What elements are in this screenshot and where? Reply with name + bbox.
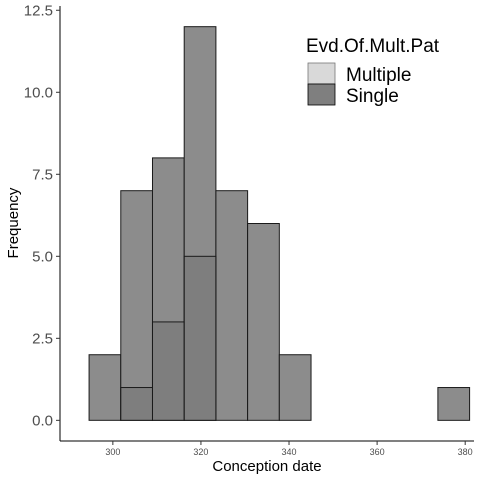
bar-single-2 [151, 321, 185, 421]
bar-multiple-1 [120, 190, 153, 421]
x-tick-label: 380 [458, 447, 473, 457]
bars-multiple-series [88, 26, 471, 421]
legend-title: Evd.Of.Mult.Pat [306, 36, 440, 57]
legend-label-single: Single [346, 86, 399, 107]
bars-single-series [120, 255, 217, 421]
x-tick-label: 320 [193, 447, 208, 457]
x-ticks: 300 320 340 360 380 [105, 441, 473, 457]
y-tick-label: 5.0 [32, 248, 53, 265]
legend-key-multiple [307, 62, 336, 85]
x-tick-label: 360 [370, 447, 385, 457]
y-tick-label: 2.5 [32, 330, 53, 347]
legend-label-multiple: Multiple [346, 65, 411, 86]
bar-single-1 [120, 387, 153, 421]
bar-single-3 [183, 255, 217, 421]
x-axis-title: Conception date [212, 458, 321, 475]
bar-multiple-0 [88, 354, 122, 421]
y-tick-label: 0.0 [32, 412, 53, 429]
y-tick-label: 10.0 [24, 84, 53, 101]
y-ticks: 0.0 2.5 5.0 7.5 10.0 12.5 [24, 2, 60, 429]
y-axis-title: Frequency [5, 187, 22, 258]
axes [59, 6, 474, 442]
y-tick-label: 12.5 [24, 2, 53, 19]
y-tick-label: 7.5 [32, 166, 53, 183]
bar-multiple-6 [278, 354, 312, 421]
bar-multiple-5 [247, 223, 280, 421]
bar-multiple-11 [437, 387, 471, 421]
bar-multiple-4 [215, 190, 249, 421]
legend: Evd.Of.Mult.Pat Multiple Single [306, 36, 440, 107]
x-tick-label: 340 [282, 447, 297, 457]
legend-key-single [307, 83, 336, 106]
x-tick-label: 300 [105, 447, 120, 457]
